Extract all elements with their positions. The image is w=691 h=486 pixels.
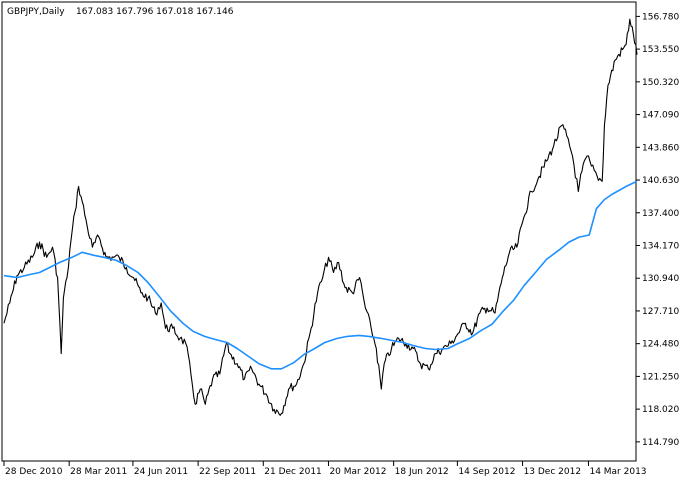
x-tick-label: 14 Sep 2012 bbox=[458, 467, 515, 477]
y-tick-label: 121.250 bbox=[642, 372, 679, 382]
y-tick-label: 127.710 bbox=[642, 307, 679, 317]
y-tick-label: 114.790 bbox=[642, 438, 679, 448]
chart-symbol-label: GBPJPY,Daily bbox=[7, 7, 65, 17]
y-tick-label: 118.020 bbox=[642, 405, 679, 415]
y-tick-label: 147.090 bbox=[642, 111, 679, 121]
chart-ohlc-readout: 167.083 167.796 167.018 167.146 bbox=[76, 7, 234, 17]
y-tick-label: 156.780 bbox=[642, 12, 679, 22]
moving-average-line bbox=[3, 180, 638, 370]
y-tick-label: 140.630 bbox=[642, 176, 679, 186]
x-tick-label: 28 Dec 2010 bbox=[5, 467, 63, 477]
x-tick-label: 13 Dec 2012 bbox=[524, 467, 582, 477]
y-axis: 156.780 153.550 150.320 147.090 143.860 140.6… bbox=[636, 12, 679, 448]
x-tick-label: 21 Dec 2011 bbox=[264, 467, 322, 477]
plot-area-frame bbox=[1, 1, 637, 462]
y-tick-label: 143.860 bbox=[642, 143, 679, 153]
x-axis: 28 Dec 2010 28 Mar 2011 24 Jun 2011 22 Sep … bbox=[3, 461, 647, 477]
x-tick-label: 14 Mar 2013 bbox=[589, 467, 646, 477]
y-tick-label: 134.170 bbox=[642, 241, 679, 251]
x-tick-label: 22 Sep 2011 bbox=[199, 467, 256, 477]
y-tick-label: 124.480 bbox=[642, 340, 679, 350]
y-tick-label: 130.940 bbox=[642, 274, 679, 284]
y-tick-label: 137.400 bbox=[642, 209, 679, 219]
series-layer bbox=[3, 18, 638, 416]
x-tick-label: 28 Mar 2011 bbox=[70, 467, 127, 477]
x-tick-label: 20 Mar 2012 bbox=[329, 467, 386, 477]
price-series-line bbox=[3, 18, 638, 416]
y-tick-label: 150.320 bbox=[642, 78, 679, 88]
x-tick-label: 18 Jun 2012 bbox=[395, 467, 449, 477]
x-tick-label: 24 Jun 2011 bbox=[134, 467, 188, 477]
y-tick-label: 153.550 bbox=[642, 45, 679, 55]
